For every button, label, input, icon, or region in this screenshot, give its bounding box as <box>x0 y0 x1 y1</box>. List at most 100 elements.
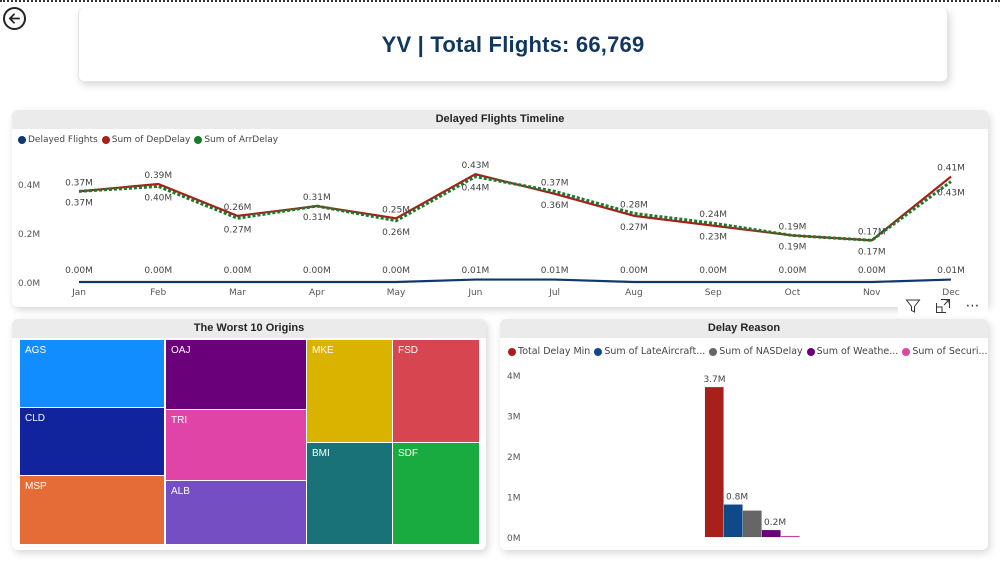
visual-title: Delay Reason <box>500 319 988 338</box>
data-label-arrdelay: 0.41M <box>937 164 965 174</box>
data-label-depdelay: 0.19M <box>779 242 807 252</box>
legend-label: Sum of NASDelay <box>719 346 803 357</box>
y-tick-label: 2M <box>507 453 521 463</box>
legend-dot <box>594 347 603 356</box>
treemap-tile-mke[interactable]: MKE <box>307 340 392 442</box>
legend-item-depdelay[interactable]: Sum of DepDelay <box>101 135 191 145</box>
data-label-delayed-flights: 0.00M <box>303 266 331 276</box>
legend-item-delayed-flights[interactable]: Delayed Flights <box>18 135 98 145</box>
bar-data-label: 0.8M <box>726 493 748 503</box>
x-tick-label: Jun <box>467 288 482 298</box>
bar-sum-of-weathe[interactable] <box>761 529 781 538</box>
bar-sum-of-nasdelay[interactable] <box>742 510 762 538</box>
delay-reason-legend: Total Delay Min Sum of LateAircraft... S… <box>508 346 992 357</box>
treemap-tile-bmi[interactable]: BMI <box>307 443 392 544</box>
x-tick-label: Oct <box>785 288 801 298</box>
data-label-delayed-flights: 0.00M <box>65 266 93 276</box>
y-tick-label: 0.4M <box>18 181 40 191</box>
back-button[interactable] <box>3 7 26 30</box>
legend-dot <box>508 347 516 356</box>
x-tick-label: Dec <box>942 288 959 298</box>
data-label-arrdelay: 0.24M <box>699 210 727 220</box>
data-label-arrdelay: 0.25M <box>382 205 410 215</box>
data-label-depdelay: 0.36M <box>541 201 569 211</box>
legend-item-total-delay[interactable]: Total Delay Min <box>508 346 590 357</box>
worst-origins-treemap-visual[interactable]: The Worst 10 Origins AGS CLD MSP OAJ TRI… <box>12 319 486 550</box>
header-card: YV | Total Flights: 66,769 <box>78 8 948 82</box>
series-line-delayed-flights[interactable] <box>79 278 952 284</box>
bar-total-delay-min[interactable] <box>704 386 724 538</box>
x-tick-label: Jul <box>548 288 560 298</box>
treemap-tile-tri[interactable]: TRI <box>166 410 306 480</box>
treemap: AGS CLD MSP OAJ TRI ALB MKE FSD BMI SDF <box>12 319 486 550</box>
x-tick-label: Feb <box>150 288 166 298</box>
legend-dot <box>902 347 911 356</box>
data-label-arrdelay: 0.37M <box>65 178 93 188</box>
x-tick-label: Jan <box>71 288 86 298</box>
legend-dot <box>18 136 26 144</box>
data-label-arrdelay: 0.31M <box>303 193 331 203</box>
legend-item-weather[interactable]: Sum of Weathe... <box>806 346 899 357</box>
legend-item-late-aircraft[interactable]: Sum of LateAircraft... <box>594 346 705 357</box>
series-line-sum-of-arrdelay[interactable] <box>78 175 952 242</box>
more-options-icon: ⋯ <box>965 298 981 314</box>
bar-sum-of-securi[interactable] <box>780 535 800 538</box>
legend-label: Sum of DepDelay <box>111 135 191 145</box>
x-tick-label: Aug <box>625 288 643 298</box>
data-label-depdelay: 0.44M <box>461 184 489 194</box>
data-label-delayed-flights: 0.01M <box>461 266 489 276</box>
y-tick-label: 1M <box>507 494 521 504</box>
treemap-tile-fsd[interactable]: FSD <box>393 340 479 442</box>
more-options-button[interactable]: ⋯ <box>958 295 988 317</box>
legend-label: Delayed Flights <box>28 135 98 145</box>
x-tick-label: Apr <box>309 288 325 298</box>
treemap-tile-cld[interactable]: CLD <box>20 408 164 475</box>
filter-icon <box>905 299 921 313</box>
data-label-arrdelay: 0.26M <box>224 203 252 213</box>
data-label-arrdelay: 0.17M <box>858 227 886 237</box>
filter-button[interactable] <box>898 295 928 317</box>
data-label-arrdelay: 0.43M <box>461 161 489 171</box>
bar-data-label: 3.7M <box>703 375 725 385</box>
bar-sum-of-lateaircraft[interactable] <box>723 504 743 538</box>
legend-label: Sum of Weathe... <box>816 346 899 357</box>
treemap-tile-oaj[interactable]: OAJ <box>166 340 306 409</box>
data-label-delayed-flights: 0.00M <box>382 266 410 276</box>
treemap-tile-msp[interactable]: MSP <box>20 476 164 544</box>
legend-item-nas-delay[interactable]: Sum of NASDelay <box>709 346 803 357</box>
legend-dot <box>194 136 203 144</box>
legend-item-arrdelay[interactable]: Sum of ArrDelay <box>194 135 278 145</box>
legend-dot <box>806 347 815 356</box>
data-label-depdelay: 0.17M <box>858 247 886 257</box>
visual-title: The Worst 10 Origins <box>12 319 486 338</box>
legend-item-security[interactable]: Sum of Securi... <box>902 346 988 357</box>
data-label-depdelay: 0.37M <box>65 198 93 208</box>
focus-mode-button[interactable] <box>928 295 958 317</box>
data-label-depdelay: 0.40M <box>144 193 172 203</box>
legend-label: Sum of LateAircraft... <box>604 346 706 357</box>
data-label-depdelay: 0.31M <box>303 213 331 223</box>
data-label-delayed-flights: 0.00M <box>699 266 727 276</box>
data-label-delayed-flights: 0.00M <box>620 266 648 276</box>
y-tick-label: 3M <box>507 413 521 423</box>
visual-header-toolbar: ⋯ <box>898 295 988 317</box>
data-label-depdelay: 0.27M <box>224 225 252 235</box>
treemap-tile-sdf[interactable]: SDF <box>393 443 479 544</box>
treemap-tile-alb[interactable]: ALB <box>166 481 306 544</box>
timeline-legend: Delayed Flights Sum of DepDelay Sum of A… <box>18 135 282 145</box>
legend-label: Sum of Securi... <box>912 346 988 357</box>
x-tick-label: Nov <box>863 288 881 298</box>
y-tick-label: 0.0M <box>18 279 40 289</box>
data-label-arrdelay: 0.28M <box>620 200 648 210</box>
page-title: YV | Total Flights: 66,769 <box>381 32 645 57</box>
delayed-flights-timeline-visual[interactable]: Delayed Flights Timeline Delayed Flights… <box>12 110 988 307</box>
data-label-delayed-flights: 0.00M <box>779 266 807 276</box>
delay-reason-visual[interactable]: Delay Reason Total Delay Min Sum of Late… <box>500 319 988 550</box>
data-label-arrdelay: 0.39M <box>144 171 172 181</box>
y-tick-label: 4M <box>507 372 521 382</box>
treemap-tile-ags[interactable]: AGS <box>20 340 164 407</box>
x-tick-label: Sep <box>705 288 722 298</box>
line-chart: 0.0M 0.2M 0.4M Jan Feb Mar Apr May Jun Jul Aug Sep O… <box>18 161 965 298</box>
arrow-left-circle-icon <box>8 13 21 24</box>
data-label-delayed-flights: 0.00M <box>224 266 252 276</box>
